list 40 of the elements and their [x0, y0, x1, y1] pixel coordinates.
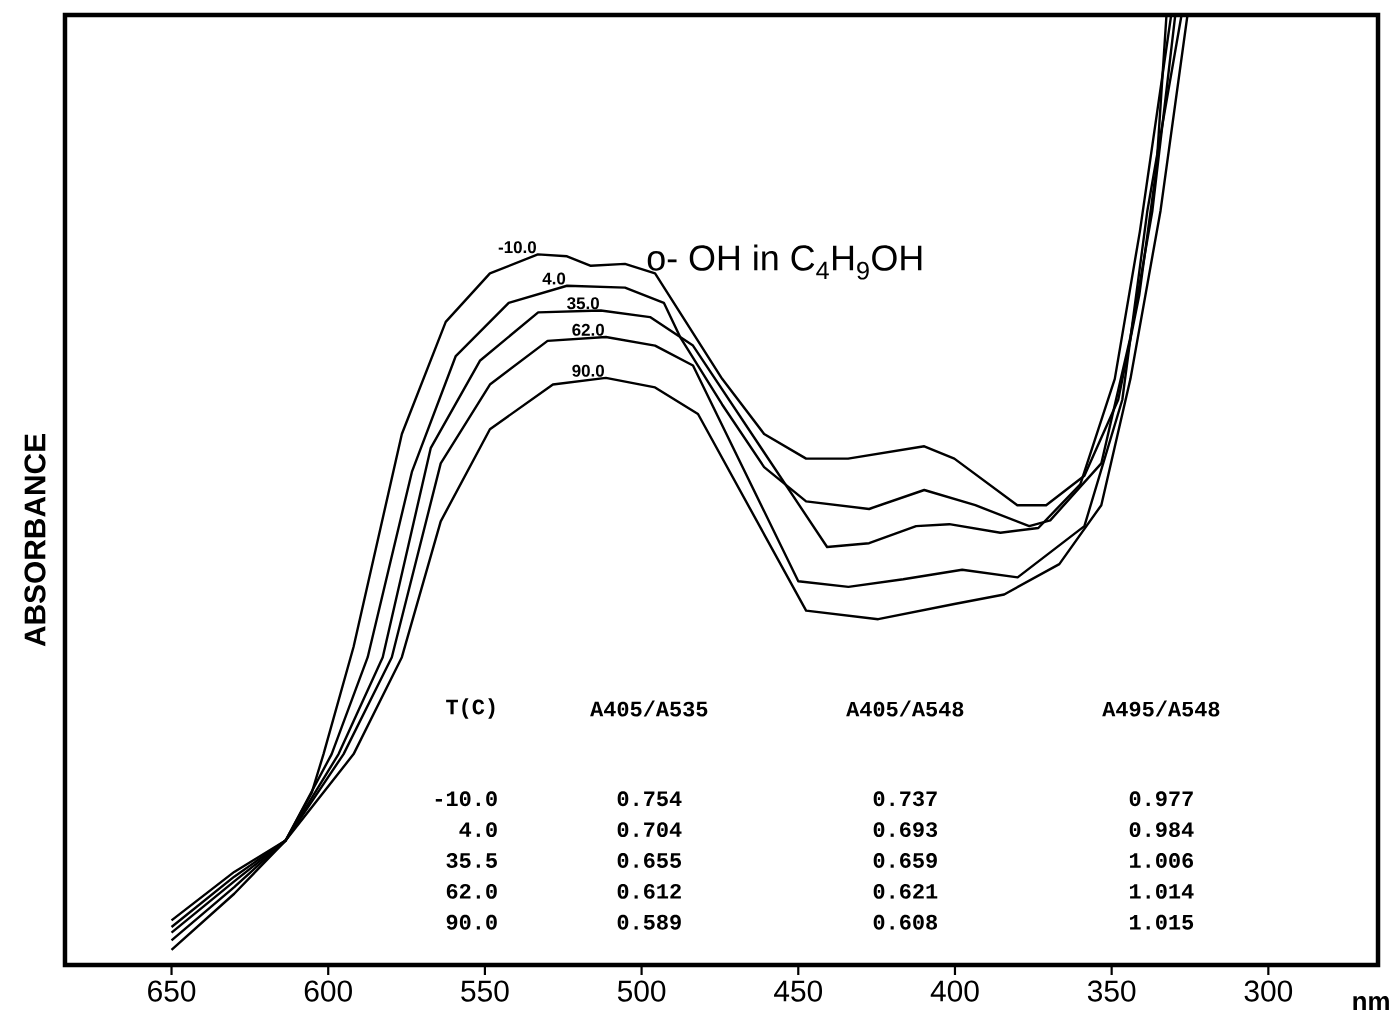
annotation: 1.015 — [1129, 914, 1194, 930]
annotation: 90.0 — [446, 914, 497, 930]
x-tick-label: 600 — [304, 980, 352, 1002]
x-tick-label: 400 — [930, 980, 979, 1002]
annotation: -10.0 — [435, 791, 497, 807]
x-tick-label: 350 — [1087, 980, 1136, 1002]
series-label: -10.0 — [498, 241, 536, 254]
x-axis-title: nm — [1353, 996, 1389, 1010]
annotation: A495/A548 — [1102, 700, 1220, 717]
x-tick-label: 300 — [1244, 980, 1293, 1002]
series-label: 35.0 — [567, 297, 599, 310]
x-tick-label: 500 — [617, 980, 666, 1002]
x-tick-label: 550 — [461, 980, 509, 1002]
annotation: 1.006 — [1129, 853, 1194, 868]
annotation: 4.0 — [459, 822, 497, 838]
annotation: 35.5 — [446, 853, 497, 868]
annotation: 0.589 — [617, 914, 681, 930]
series-label: 90.0 — [572, 364, 604, 377]
annotation: 0.737 — [873, 791, 937, 807]
annotation: A405/A548 — [846, 700, 964, 717]
annotation: 1.014 — [1129, 883, 1194, 899]
annotation: 62.0 — [446, 883, 497, 899]
annotation: 0.659 — [873, 853, 937, 868]
annotation: 0.608 — [873, 914, 938, 930]
annotation: 0.754 — [617, 791, 682, 807]
annotation: 0.655 — [617, 853, 682, 868]
annotation: A405/A535 — [590, 700, 708, 717]
annotation: 0.612 — [617, 883, 681, 899]
x-tick-label: 650 — [148, 980, 196, 1002]
annotation: 0.693 — [873, 822, 938, 838]
text: o- OH in C$_{4}$H$_{9}$OH — [647, 244, 922, 280]
y-axis-title: ABSORBANCE — [24, 434, 46, 647]
series-label: 4.0 — [542, 272, 566, 285]
annotation: 0.621 — [873, 883, 938, 899]
annotation: 0.704 — [617, 822, 682, 838]
annotation: 0.984 — [1129, 822, 1194, 838]
annotation: T(C) — [446, 698, 495, 719]
series-label: 62.0 — [572, 323, 604, 336]
x-tick-label: 450 — [774, 980, 823, 1002]
annotation: 0.977 — [1129, 791, 1193, 807]
